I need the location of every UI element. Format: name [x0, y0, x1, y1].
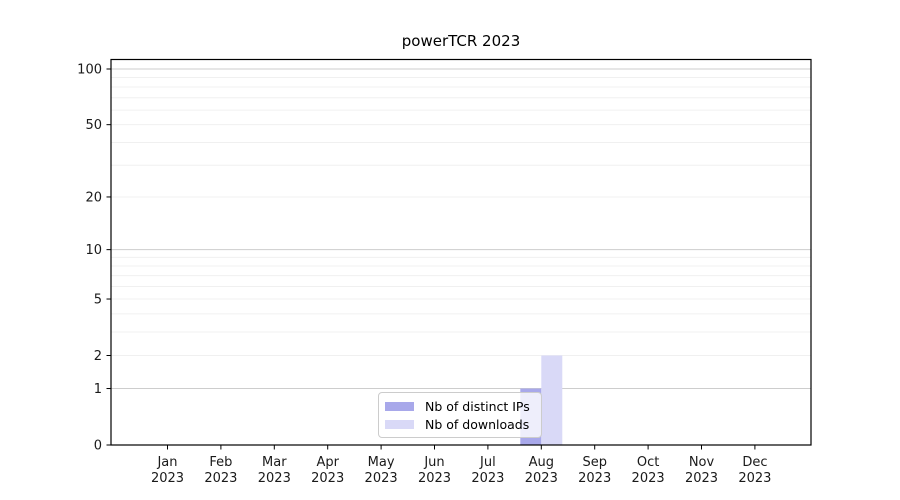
legend-row-distinct-ips: Nb of distinct IPs — [385, 397, 541, 415]
y-tick-label: 20 — [85, 190, 102, 205]
y-tick-label: 5 — [94, 293, 102, 308]
y-tick-label: 2 — [94, 349, 102, 364]
y-tick-label: 10 — [85, 243, 102, 258]
y-tick-label: 0 — [94, 439, 102, 454]
x-tick-label-month: Dec — [742, 455, 767, 470]
x-tick-label-year: 2023 — [632, 471, 665, 486]
y-tick-label: 1 — [94, 382, 102, 397]
x-tick-label-month: Aug — [529, 455, 554, 470]
bar-downloads — [541, 355, 563, 445]
legend-label-distinct-ips: Nb of distinct IPs — [425, 398, 530, 414]
x-tick-label-month: Feb — [209, 455, 232, 470]
plot-border — [110, 58, 812, 446]
x-tick-label-month: Nov — [689, 455, 715, 470]
chart-title: powerTCR 2023 — [401, 32, 521, 50]
x-tick-label-year: 2023 — [204, 471, 237, 486]
x-tick-label-month: Sep — [582, 455, 607, 470]
x-tick-label-year: 2023 — [365, 471, 398, 486]
x-tick-label-month: Jul — [479, 455, 496, 470]
x-tick-label-year: 2023 — [151, 471, 184, 486]
x-tick-label-year: 2023 — [685, 471, 718, 486]
legend-swatch-downloads-icon — [385, 419, 414, 429]
x-tick-label-year: 2023 — [471, 471, 504, 486]
legend-swatch-distinct-ips-icon — [385, 401, 414, 411]
x-tick-label-month: Mar — [262, 455, 287, 470]
x-tick-label-year: 2023 — [578, 471, 611, 486]
x-tick-label-year: 2023 — [258, 471, 291, 486]
x-tick-label-year: 2023 — [525, 471, 558, 486]
x-tick-label-year: 2023 — [738, 471, 771, 486]
legend-row-downloads: Nb of downloads — [385, 415, 541, 433]
x-tick-label-year: 2023 — [311, 471, 344, 486]
y-tick-label: 100 — [77, 63, 102, 78]
y-tick-label: 50 — [85, 118, 102, 133]
legend-label-downloads: Nb of downloads — [425, 416, 530, 432]
x-tick-label-month: Apr — [316, 455, 339, 470]
x-tick-label-month: Jan — [156, 455, 177, 470]
x-tick-label-month: Oct — [637, 455, 659, 470]
x-tick-label-year: 2023 — [418, 471, 451, 486]
x-tick-label-month: May — [368, 455, 395, 470]
legend: Nb of distinct IPs Nb of downloads — [378, 392, 542, 438]
x-tick-label-month: Jun — [423, 455, 444, 470]
